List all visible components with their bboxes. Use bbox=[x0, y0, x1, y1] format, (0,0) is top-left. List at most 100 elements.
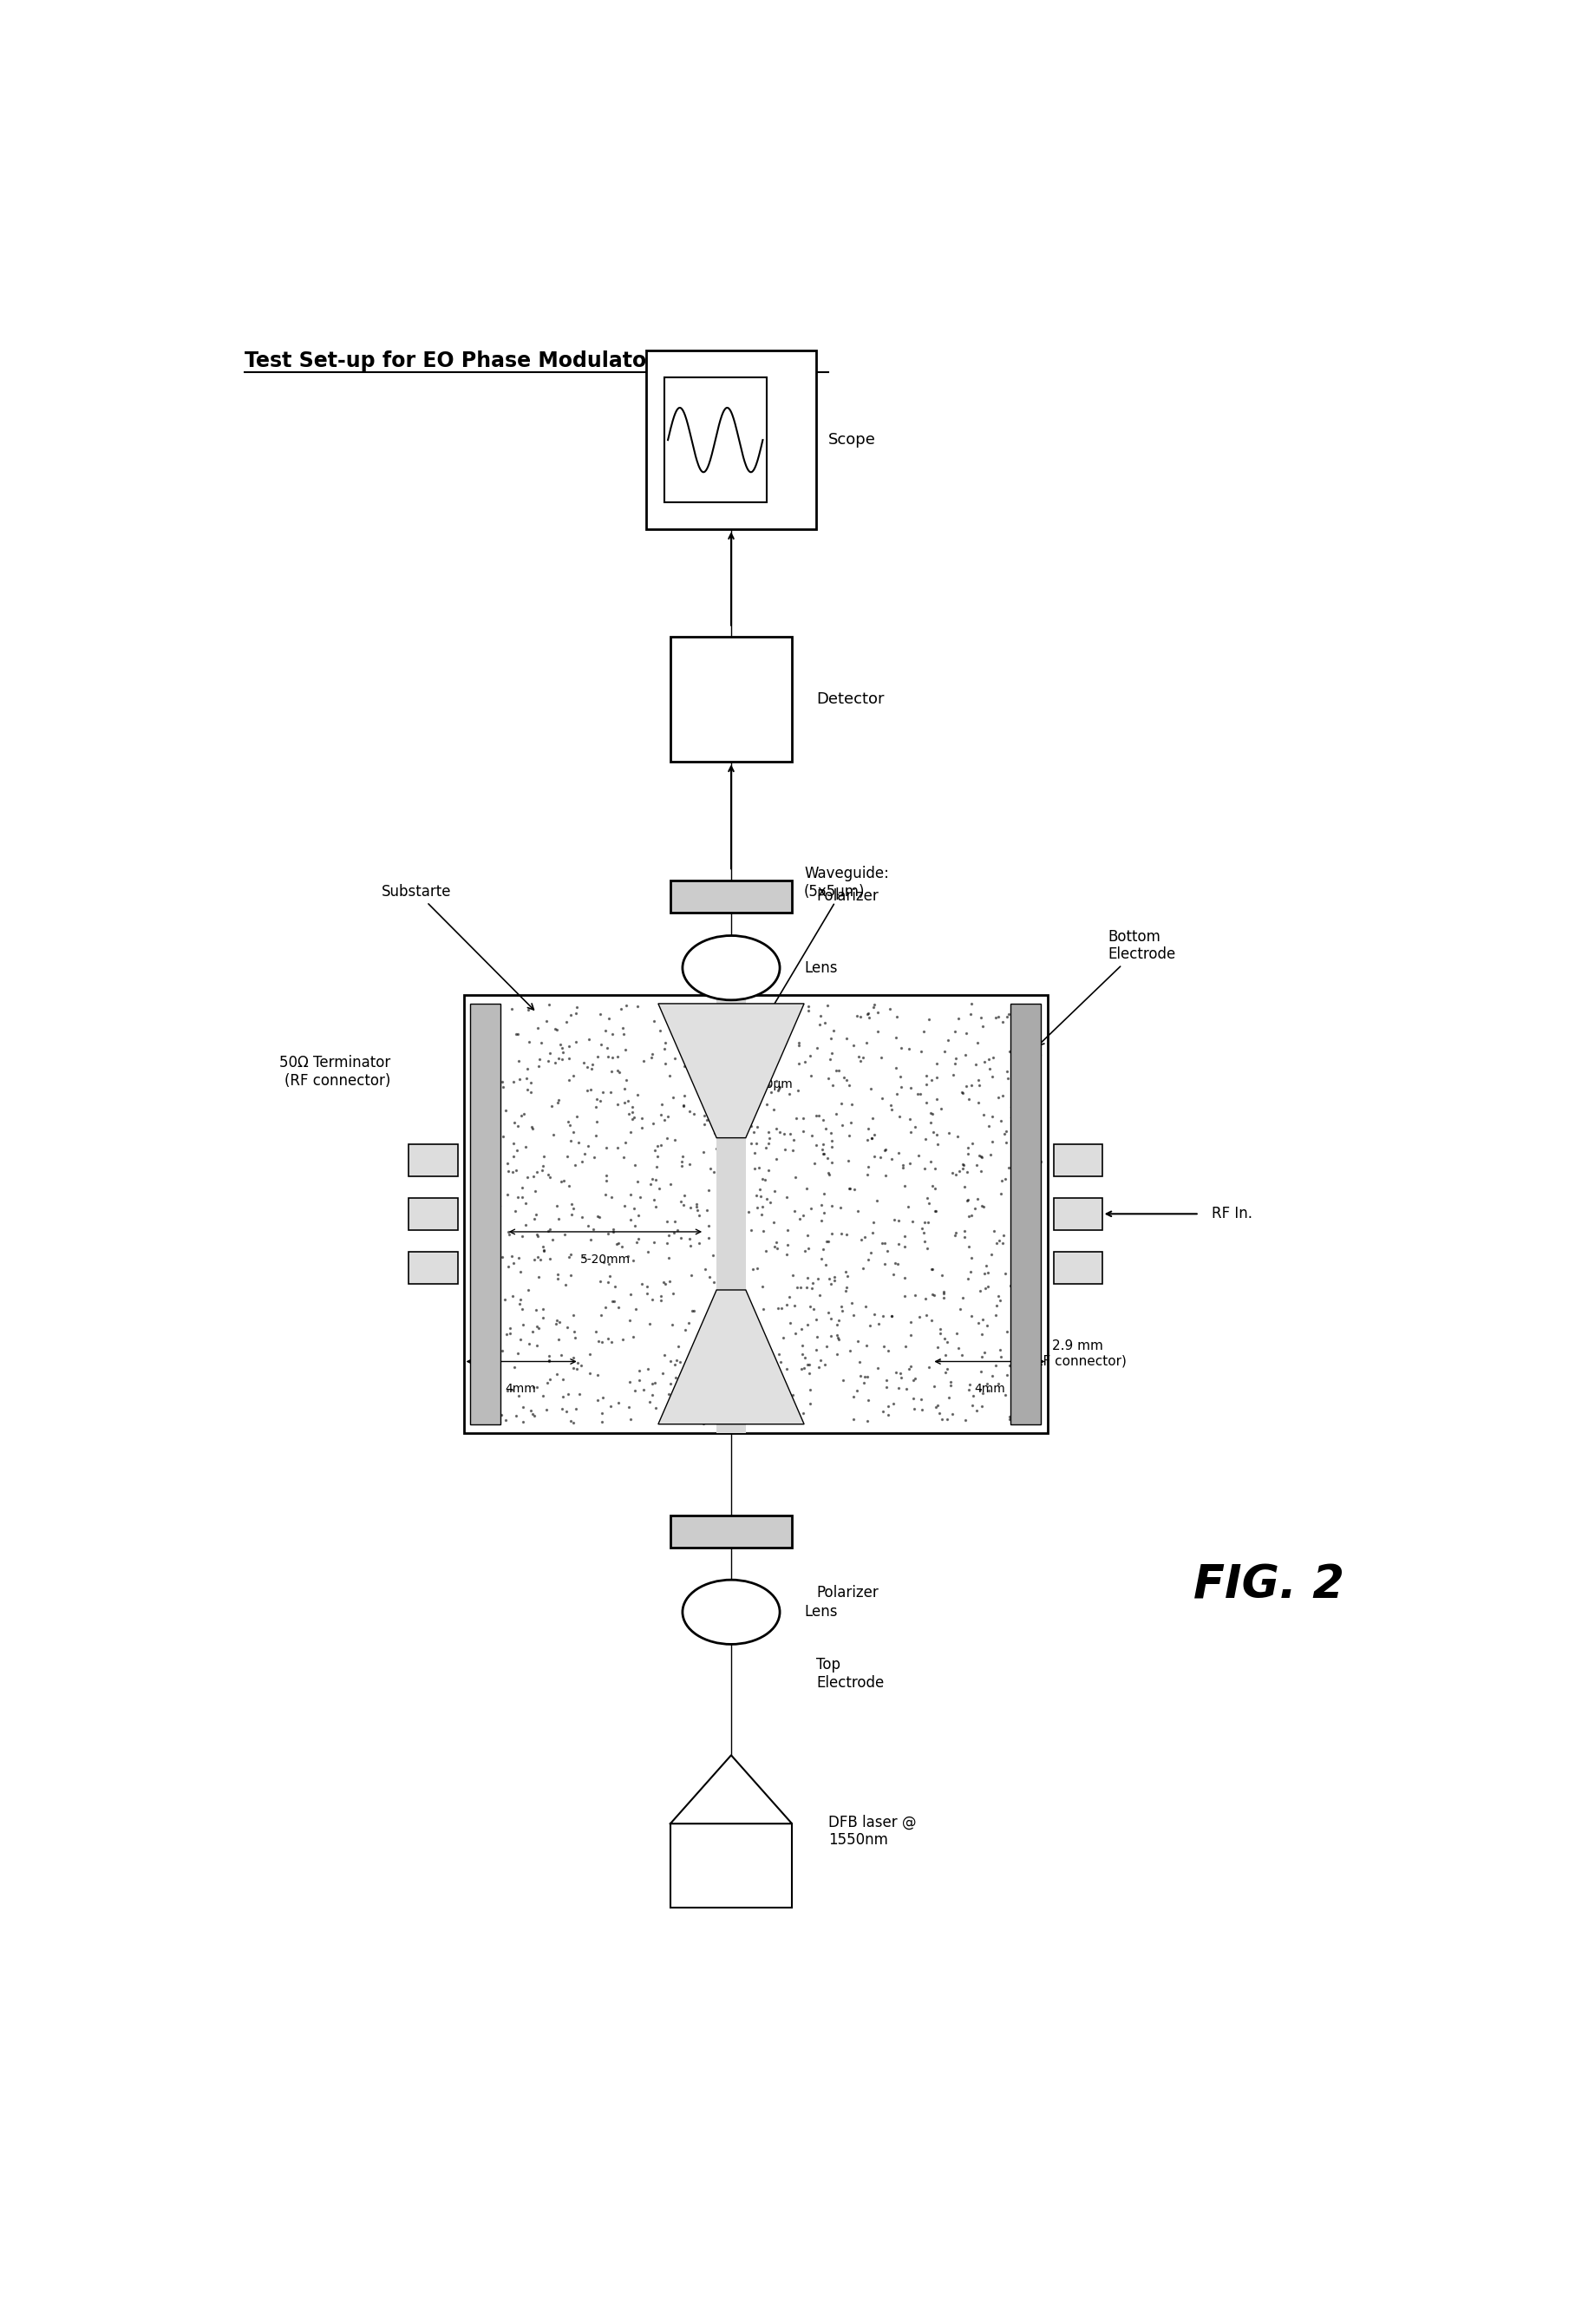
Point bbox=[912, 1215, 937, 1253]
Point bbox=[684, 1185, 709, 1222]
Bar bbox=[464, 995, 1048, 1434]
Point bbox=[530, 1232, 555, 1269]
Point bbox=[469, 1357, 494, 1394]
Point bbox=[522, 1171, 548, 1208]
Point bbox=[604, 1129, 629, 1167]
Point bbox=[709, 1213, 734, 1250]
Point bbox=[932, 1355, 957, 1392]
Point bbox=[494, 1373, 519, 1411]
Point bbox=[985, 997, 1010, 1034]
Point bbox=[626, 1220, 651, 1257]
Point bbox=[777, 1076, 802, 1113]
Point bbox=[959, 1253, 984, 1290]
Point bbox=[993, 1113, 1018, 1150]
Point bbox=[628, 1353, 653, 1390]
Point bbox=[799, 1057, 824, 1095]
Point bbox=[598, 1074, 623, 1111]
Point bbox=[963, 1146, 988, 1183]
Point bbox=[795, 1229, 821, 1267]
Point bbox=[533, 1002, 559, 1039]
Point bbox=[526, 1218, 551, 1255]
Point bbox=[772, 1401, 797, 1439]
Point bbox=[876, 1387, 901, 1425]
Point bbox=[659, 1376, 684, 1413]
Point bbox=[562, 1297, 587, 1334]
Point bbox=[522, 1241, 548, 1278]
Point bbox=[956, 1260, 981, 1297]
Point bbox=[559, 1185, 584, 1222]
Point bbox=[844, 997, 869, 1034]
Point bbox=[858, 1234, 883, 1271]
Point bbox=[979, 1057, 1004, 1095]
Point bbox=[483, 1018, 508, 1055]
Point bbox=[712, 1129, 737, 1167]
Point bbox=[511, 1404, 537, 1441]
Point bbox=[637, 1383, 662, 1420]
Point bbox=[601, 1283, 626, 1320]
Point bbox=[766, 1394, 791, 1432]
Point bbox=[590, 1378, 615, 1415]
Point bbox=[959, 1067, 984, 1104]
Point bbox=[701, 1264, 726, 1301]
Point bbox=[672, 1088, 697, 1125]
Point bbox=[612, 1188, 637, 1225]
Point bbox=[508, 1281, 533, 1318]
Point bbox=[549, 1390, 574, 1427]
Point bbox=[1006, 1125, 1031, 1162]
Point bbox=[756, 1067, 781, 1104]
Point bbox=[1026, 1183, 1051, 1220]
Point bbox=[1012, 1071, 1037, 1109]
Point bbox=[839, 1285, 865, 1322]
Point bbox=[607, 1053, 632, 1090]
Point bbox=[770, 1320, 795, 1357]
Point bbox=[599, 1053, 624, 1090]
Point bbox=[886, 1225, 912, 1262]
Point bbox=[497, 1315, 522, 1353]
Point bbox=[948, 1290, 973, 1327]
Point bbox=[970, 1315, 995, 1353]
Point bbox=[756, 1153, 781, 1190]
Point bbox=[560, 1339, 585, 1376]
Point bbox=[868, 1139, 893, 1176]
Point bbox=[668, 1183, 693, 1220]
Point bbox=[480, 1401, 505, 1439]
Point bbox=[639, 1160, 664, 1197]
Point bbox=[648, 1278, 673, 1315]
Point bbox=[778, 1116, 803, 1153]
Point bbox=[1006, 1357, 1031, 1394]
Point bbox=[930, 1276, 956, 1313]
Point bbox=[501, 1139, 526, 1176]
Point bbox=[786, 1025, 811, 1062]
Polygon shape bbox=[659, 1004, 805, 1139]
Point bbox=[874, 1157, 899, 1195]
Point bbox=[1021, 1129, 1047, 1167]
Bar bbox=[410, 1143, 458, 1176]
Point bbox=[988, 1176, 1014, 1213]
Point bbox=[518, 1064, 543, 1102]
Point bbox=[560, 1404, 585, 1441]
Point bbox=[774, 1178, 799, 1215]
Point bbox=[599, 1283, 624, 1320]
Point bbox=[505, 1334, 530, 1371]
Point bbox=[963, 1046, 988, 1083]
Point bbox=[882, 1202, 907, 1239]
Point bbox=[835, 1269, 860, 1306]
Point bbox=[596, 1320, 621, 1357]
Point bbox=[810, 1132, 835, 1169]
Point bbox=[813, 1111, 838, 1148]
Point bbox=[686, 1383, 711, 1420]
Point bbox=[921, 1113, 946, 1150]
Point bbox=[747, 1148, 772, 1185]
Point bbox=[486, 1188, 511, 1225]
Point bbox=[717, 1136, 742, 1174]
Point bbox=[515, 1050, 540, 1088]
Point bbox=[530, 1290, 555, 1327]
Point bbox=[879, 1141, 904, 1178]
Point bbox=[704, 1020, 730, 1057]
Point bbox=[563, 1390, 588, 1427]
Point bbox=[940, 1155, 965, 1192]
Text: Substarte: Substarte bbox=[381, 883, 533, 1009]
Point bbox=[585, 1357, 610, 1394]
Point bbox=[885, 1076, 910, 1113]
Point bbox=[811, 1229, 836, 1267]
